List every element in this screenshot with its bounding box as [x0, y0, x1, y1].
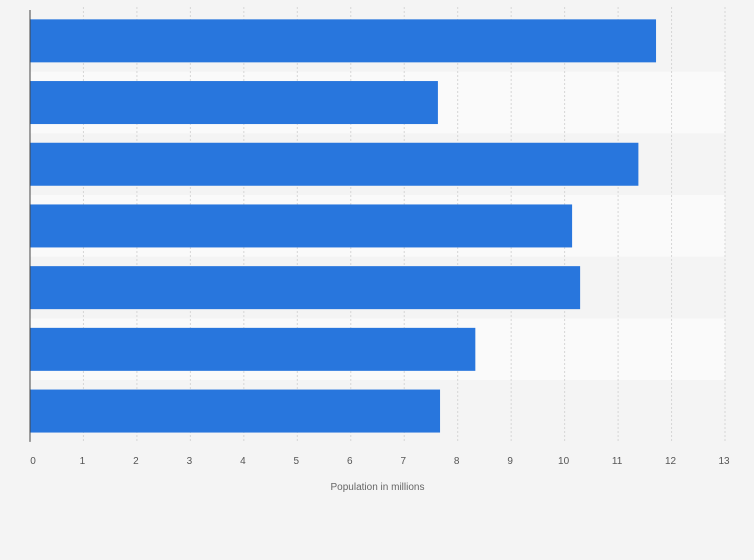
x-tick-label: 9	[507, 456, 513, 467]
x-tick-label: 12	[665, 456, 677, 467]
bars	[30, 19, 657, 433]
x-tick-label: 3	[187, 456, 193, 467]
x-tick-label: 13	[718, 456, 730, 467]
x-tick-label: 7	[400, 456, 406, 467]
bar[interactable]	[30, 19, 657, 63]
bar[interactable]	[30, 81, 438, 125]
x-tick-label: 2	[133, 456, 139, 467]
bar[interactable]	[30, 204, 573, 248]
bar[interactable]	[30, 389, 441, 433]
x-axis-ticks: 0 1 2 3 4 5 6 7 8 9 10 11 12 13	[30, 456, 730, 467]
bar[interactable]	[30, 142, 639, 186]
bar[interactable]	[30, 327, 476, 371]
x-tick-label: 4	[240, 456, 246, 467]
x-tick-label: 10	[558, 456, 570, 467]
x-tick-label: 8	[454, 456, 460, 467]
x-tick-label: 1	[80, 456, 86, 467]
bar[interactable]	[30, 266, 581, 310]
x-tick-label: 5	[294, 456, 300, 467]
x-tick-label: 11	[612, 456, 623, 467]
x-axis-title: Population in millions	[331, 482, 425, 493]
x-tick-label: 0	[30, 456, 36, 467]
x-tick-label: 6	[347, 456, 353, 467]
